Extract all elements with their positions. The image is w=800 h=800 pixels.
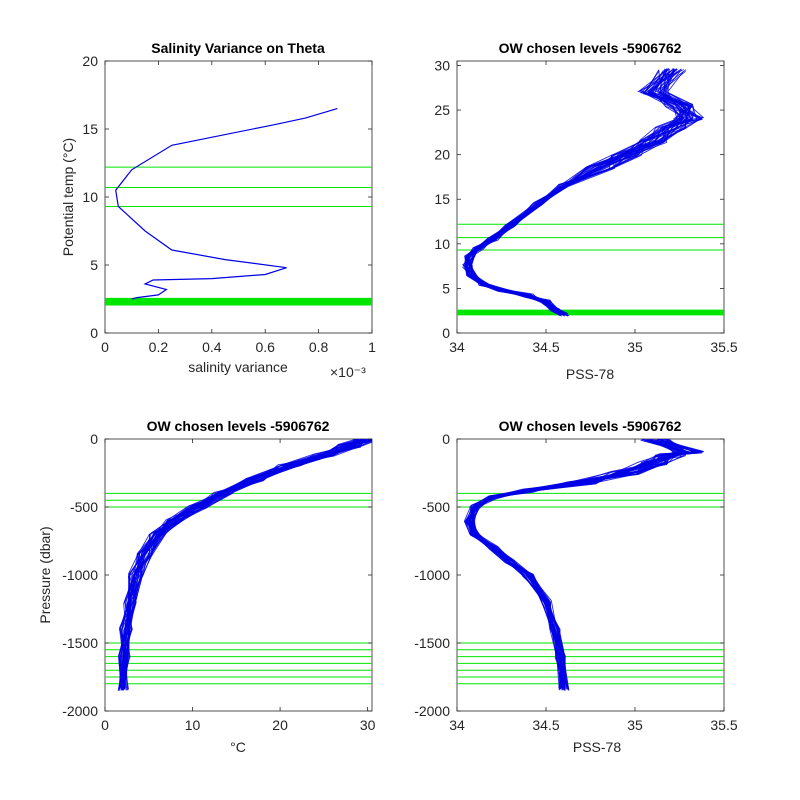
y-tick-label: 0 [90,431,98,447]
x-tick-label: 0 [101,339,109,355]
y-tick-label: 0 [90,325,98,341]
profile-line [119,439,359,691]
y-tick-label: 15 [82,121,98,137]
panel-title: OW chosen levels -5906762 [499,418,682,434]
y-axis-label: Pressure (dbar) [37,526,53,623]
y-tick-label: 10 [82,189,98,205]
y-tick-label: 20 [434,147,450,163]
x-tick-label: 0 [101,717,109,733]
x-tick-label: 34.5 [532,339,559,355]
x-axis-label: salinity variance [188,359,288,375]
x-tick-label: 0.6 [255,339,275,355]
profile-line [472,440,681,690]
y-tick-label: 10 [434,236,450,252]
panel-title: OW chosen levels -5906762 [499,40,682,56]
x-tick-label: 35 [627,717,643,733]
x-tick-label: 0.2 [149,339,169,355]
y-tick-label: 30 [434,57,450,73]
y-tick-label: -500 [70,499,98,515]
x-tick-label: 30 [360,717,376,733]
x-axis-label: PSS-78 [573,739,621,755]
x-tick-label: 0.4 [202,339,222,355]
profile-line [122,439,372,690]
profile-line [466,68,692,315]
profile-line [465,69,702,316]
x-tick-label: 34 [449,339,465,355]
panel-ow-levels-salinity-theta: OW chosen levels -5906762 PSS-78 34 34.5 3… [434,40,737,382]
profile-line [472,439,685,690]
x-tick-label: 35.5 [710,717,737,733]
panel-ow-levels-salinity-pressure: OW chosen levels -5906762 PSS-78 34 34.5 3… [414,418,738,755]
salinity-variance-line [115,108,338,300]
panel-title: OW chosen levels -5906762 [147,418,330,434]
x-tick-label: 35.5 [710,339,737,355]
data-layer [105,108,372,306]
x-tick-label: 35 [627,339,643,355]
y-tick-label: 25 [434,102,450,118]
y-tick-label: 5 [90,257,98,273]
data-layer [105,439,372,691]
x-tick-label: 34 [449,717,465,733]
x-exponent-label: ×10⁻³ [330,364,366,380]
y-tick-label: 20 [82,53,98,69]
plot-area [456,60,725,334]
profile-line [466,440,700,690]
y-tick-label: 0 [442,325,450,341]
data-layer [457,67,724,317]
profile-line [466,439,694,690]
y-axis-label: Potential temp (°C) [60,138,76,256]
profile-line [118,440,365,691]
y-tick-label: -1000 [414,567,450,583]
x-tick-label: 20 [272,717,288,733]
data-layer [457,439,724,691]
x-tick-label: 34.5 [532,717,559,733]
y-tick-label: -2000 [62,703,98,719]
y-tick-label: 5 [442,280,450,296]
y-tick-label: -1500 [414,635,450,651]
y-tick-label: 0 [442,431,450,447]
y-tick-label: -2000 [414,703,450,719]
x-tick-label: 1 [368,339,376,355]
x-axis-label: PSS-78 [566,366,614,382]
x-tick-label: 10 [185,717,201,733]
y-tick-label: -500 [422,499,450,515]
y-tick-label: -1000 [62,567,98,583]
panel-salinity-variance: Salinity Variance on Theta salinity vari… [60,40,376,380]
panel-title: Salinity Variance on Theta [151,40,325,56]
y-tick-label: 15 [434,191,450,207]
x-tick-label: 0.8 [309,339,329,355]
panel-ow-levels-temperature-pressure: OW chosen levels -5906762 °C Pressure (d… [37,418,376,755]
profile-line [469,439,697,691]
x-axis-label: °C [230,739,246,755]
y-tick-label: -1500 [62,635,98,651]
plot-area [104,60,373,334]
